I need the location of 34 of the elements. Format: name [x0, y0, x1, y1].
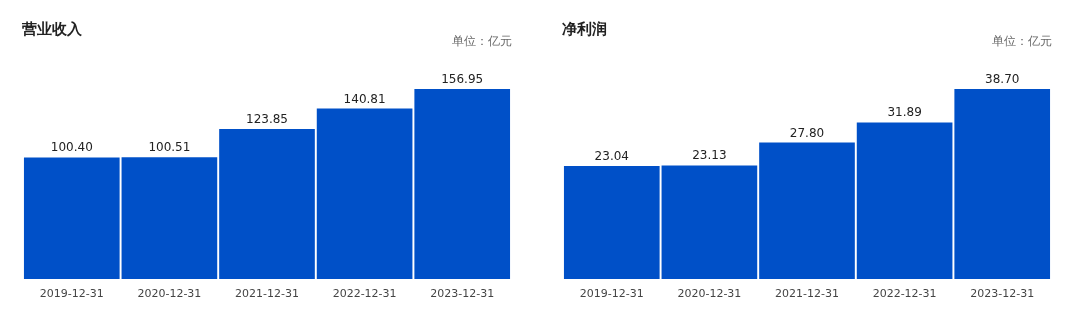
bar — [414, 89, 511, 279]
data-label: 100.40 — [50, 140, 93, 155]
data-label: 31.89 — [887, 105, 922, 120]
data-label: 123.85 — [246, 112, 288, 127]
x-tick-label: 2023-12-31 — [430, 286, 495, 300]
x-tick-label: 2019-12-31 — [579, 286, 644, 300]
x-tick-label: 2021-12-31 — [775, 286, 839, 300]
bar — [759, 142, 855, 279]
data-label: 23.13 — [692, 148, 727, 163]
data-label: 156.95 — [441, 72, 484, 86]
chart-subtitle: 单位：亿元 — [992, 34, 1052, 48]
data-label: 100.51 — [148, 140, 191, 155]
x-tick-label: 2023-12-31 — [970, 286, 1035, 300]
bar — [316, 108, 413, 279]
bar — [954, 89, 1051, 279]
chart-subtitle: 单位：亿元 — [452, 34, 512, 48]
bar — [121, 157, 218, 279]
chart-title: 营业收入 — [21, 20, 83, 38]
bar — [661, 165, 758, 279]
x-tick-label: 2022-12-31 — [332, 286, 397, 300]
x-tick-label: 2019-12-31 — [39, 286, 104, 300]
bar — [856, 122, 953, 279]
bar — [219, 129, 315, 279]
x-tick-label: 2020-12-31 — [677, 286, 742, 300]
bar — [563, 165, 660, 279]
bar — [23, 157, 120, 279]
data-label: 38.70 — [985, 72, 1020, 86]
x-tick-label: 2021-12-31 — [235, 286, 299, 300]
data-label: 23.04 — [594, 148, 629, 163]
x-tick-label: 2020-12-31 — [137, 286, 202, 300]
data-label: 27.80 — [789, 125, 825, 140]
x-tick-label: 2022-12-31 — [872, 286, 937, 300]
data-label: 140.81 — [343, 91, 386, 106]
chart-title: 净利润 — [562, 20, 607, 38]
